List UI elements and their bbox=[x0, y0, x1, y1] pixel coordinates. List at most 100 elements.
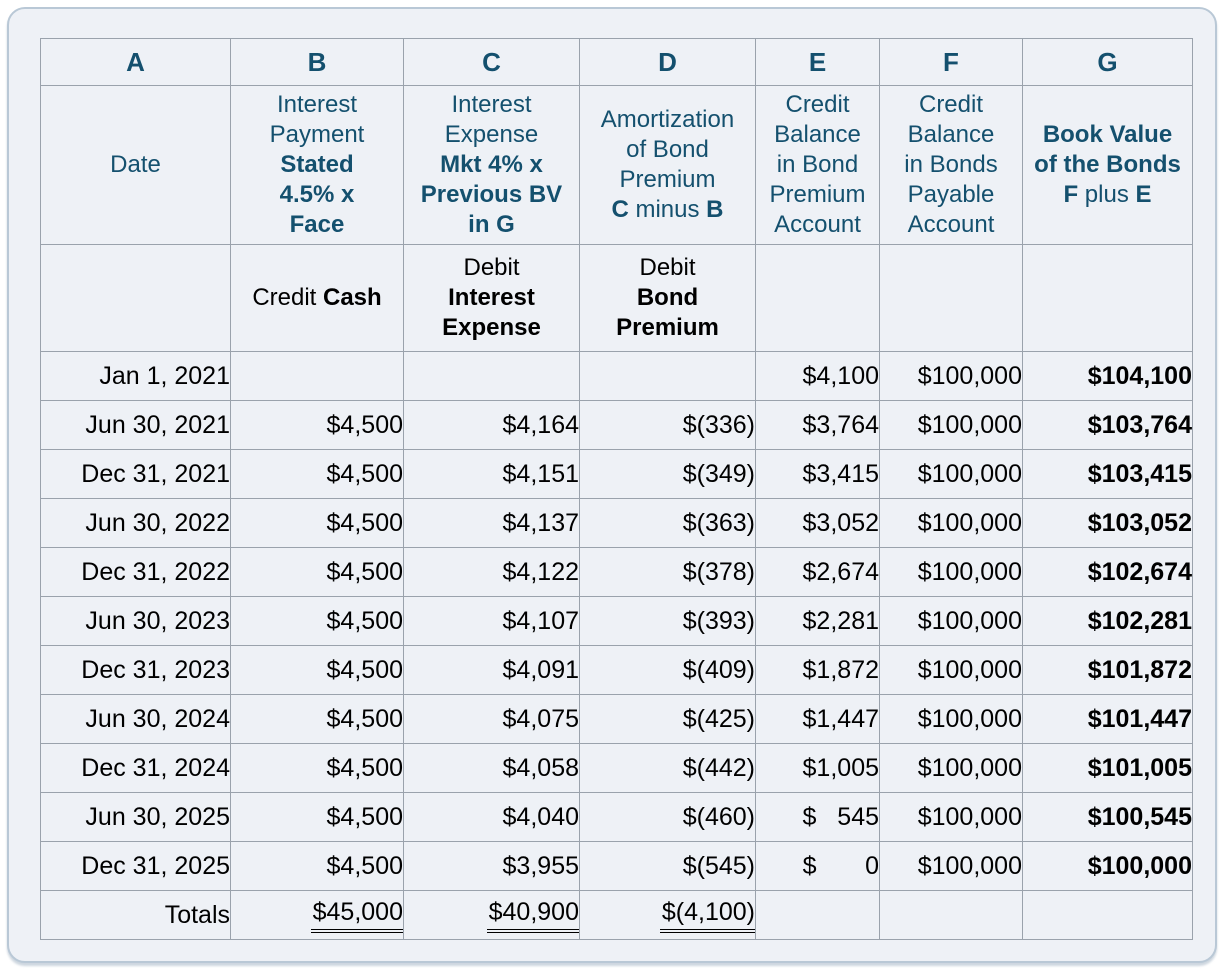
column-subheader-c: Debit Interest Expense bbox=[403, 244, 580, 352]
amount-cell: $3,764 bbox=[755, 400, 880, 450]
header-text-segment: Balance bbox=[907, 121, 995, 148]
header-text-segment: Account bbox=[907, 211, 995, 238]
header-text-segment: in Bond bbox=[776, 151, 859, 178]
column-letter-a: A bbox=[40, 38, 231, 86]
header-text-segment: Interest bbox=[448, 284, 535, 311]
header-text-segment: Account bbox=[774, 211, 861, 238]
header-text-segment: Payment bbox=[269, 121, 365, 148]
header-line: Account bbox=[758, 210, 877, 240]
table-row: Jun 30, 2022 $4,500 $4,137 $(363) $3,052 $100… bbox=[40, 498, 1193, 548]
column-subheader-b: Credit Cash bbox=[230, 244, 404, 352]
header-text-segment: Debit bbox=[639, 254, 696, 281]
amount-cell: $4,164 bbox=[403, 400, 580, 450]
amount-cell: $(545) bbox=[579, 841, 756, 891]
column-subheader-g bbox=[1022, 244, 1193, 352]
amount-cell: $(409) bbox=[579, 645, 756, 695]
header-line: Balance bbox=[758, 120, 877, 150]
book-value-cell: $100,000 bbox=[1022, 841, 1193, 891]
amount-cell: $4,500 bbox=[230, 743, 404, 793]
amount-cell bbox=[230, 351, 404, 401]
total-amount-cell: $40,900 bbox=[403, 890, 580, 940]
header-text-segment: Amortization bbox=[600, 106, 735, 133]
header-line: Book Value bbox=[1025, 120, 1190, 150]
amount-cell: $100,000 bbox=[879, 792, 1023, 842]
amount-cell: $3,415 bbox=[755, 449, 880, 499]
total-amount-cell: $(4,100) bbox=[579, 890, 756, 940]
date-cell: Dec 31, 2024 bbox=[40, 743, 231, 793]
header-text-segment: Credit bbox=[918, 91, 984, 118]
amount-cell: $4,091 bbox=[403, 645, 580, 695]
header-text-segment: in G bbox=[468, 211, 515, 238]
amount-cell: $3,955 bbox=[403, 841, 580, 891]
amount-cell: $4,500 bbox=[230, 596, 404, 646]
book-value-cell: $104,100 bbox=[1022, 351, 1193, 401]
amount-cell: $4,500 bbox=[230, 841, 404, 891]
header-text-segment: Previous BV bbox=[420, 181, 563, 208]
header-line: in Bond bbox=[758, 150, 877, 180]
header-line: Premium bbox=[582, 313, 753, 343]
table-row: Jun 30, 2025 $4,500 $4,040 $(460) $ 545 $100,… bbox=[40, 792, 1193, 842]
column-header-g: Book Value of the Bonds F plus E bbox=[1022, 85, 1193, 245]
amount-cell: $1,872 bbox=[755, 645, 880, 695]
total-amount: $40,900 bbox=[486, 898, 579, 933]
date-cell: Jun 30, 2022 bbox=[40, 498, 231, 548]
header-text-segment: C bbox=[611, 196, 629, 223]
book-value-cell: $101,872 bbox=[1022, 645, 1193, 695]
book-value-cell: $100,545 bbox=[1022, 792, 1193, 842]
amount-cell: $(349) bbox=[579, 449, 756, 499]
book-value-cell: $102,674 bbox=[1022, 547, 1193, 597]
header-text-segment: minus bbox=[628, 196, 707, 223]
column-header-b: Interest Payment Stated 4.5% x Face bbox=[230, 85, 404, 245]
amount-cell: $(425) bbox=[579, 694, 756, 744]
column-header-d: Amortization of Bond Premium C minus B bbox=[579, 85, 756, 245]
header-text-segment: 4.5% x bbox=[279, 181, 355, 208]
header-line: 4.5% x bbox=[233, 180, 401, 210]
header-line: Face bbox=[233, 210, 401, 240]
amount-cell bbox=[403, 351, 580, 401]
header-text-segment: plus bbox=[1078, 181, 1136, 208]
header-text-segment: F bbox=[1063, 181, 1079, 208]
amount-cell: $(460) bbox=[579, 792, 756, 842]
table-row: Jun 30, 2024 $4,500 $4,075 $(425) $1,447 $100… bbox=[40, 694, 1193, 744]
amount-cell: $1,447 bbox=[755, 694, 880, 744]
amount-cell: $4,058 bbox=[403, 743, 580, 793]
header-line: of the Bonds bbox=[1025, 150, 1190, 180]
header-text-segment: Face bbox=[289, 211, 345, 238]
column-headers-row: Date Interest Payment Stated 4.5% x Face Inter… bbox=[40, 85, 1193, 245]
amount-cell: $ 545 bbox=[755, 792, 880, 842]
header-line: Account bbox=[882, 210, 1020, 240]
amount-cell: $100,000 bbox=[879, 841, 1023, 891]
header-line: Payable bbox=[882, 180, 1020, 210]
amount-cell: $(336) bbox=[579, 400, 756, 450]
table-head: A B C D E F G Date Interest Payment Stated 4.5% x Fa… bbox=[40, 38, 1193, 352]
table-row: Jan 1, 2021 $4,100 $100,000 $104,100 bbox=[40, 351, 1193, 401]
book-value-cell: $103,052 bbox=[1022, 498, 1193, 548]
column-header-f: Credit Balance in Bonds Payable Account bbox=[879, 85, 1023, 245]
header-text-segment: B bbox=[706, 196, 724, 223]
header-text-segment: Cash bbox=[323, 284, 382, 311]
date-cell: Jan 1, 2021 bbox=[40, 351, 231, 401]
column-letter-d: D bbox=[579, 38, 756, 86]
amount-cell: $2,281 bbox=[755, 596, 880, 646]
amount-cell: $100,000 bbox=[879, 743, 1023, 793]
amount-cell: $4,500 bbox=[230, 498, 404, 548]
totals-label: Totals bbox=[40, 890, 231, 940]
column-header-a: Date bbox=[40, 85, 231, 245]
amount-cell: $4,500 bbox=[230, 449, 404, 499]
amount-cell: $3,052 bbox=[755, 498, 880, 548]
header-text-segment: Stated bbox=[280, 151, 354, 178]
header-text-segment: in Bonds bbox=[904, 151, 998, 178]
column-subheader-f bbox=[879, 244, 1023, 352]
header-line: Expense bbox=[406, 120, 577, 150]
header-line: Interest bbox=[406, 283, 577, 313]
date-cell: Dec 31, 2021 bbox=[40, 449, 231, 499]
header-text-segment: Credit bbox=[785, 91, 850, 118]
date-cell: Jun 30, 2024 bbox=[40, 694, 231, 744]
column-subheader-e bbox=[755, 244, 880, 352]
amount-cell: $4,040 bbox=[403, 792, 580, 842]
date-cell: Jun 30, 2025 bbox=[40, 792, 231, 842]
amount-cell: $(393) bbox=[579, 596, 756, 646]
empty-cell bbox=[1022, 890, 1193, 940]
amount-cell: $4,137 bbox=[403, 498, 580, 548]
